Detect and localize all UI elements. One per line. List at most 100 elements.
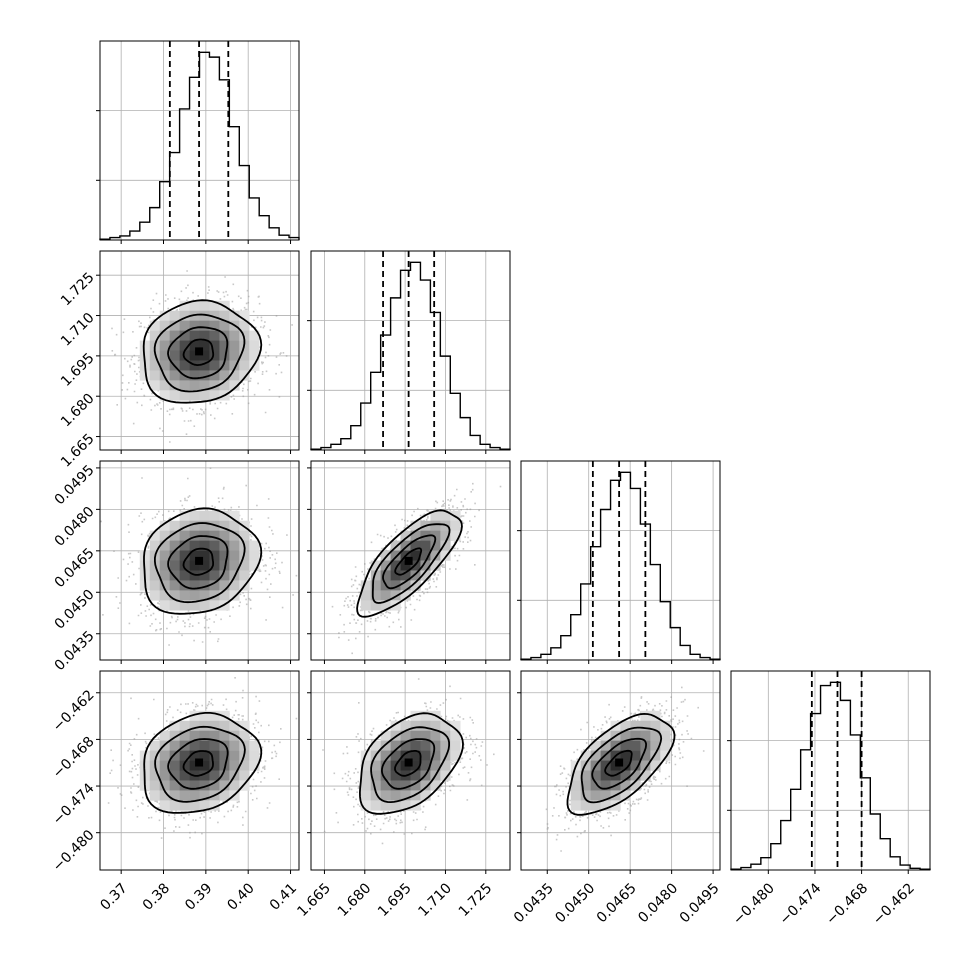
density-cell [159,560,170,571]
density-cell [380,560,391,571]
density-cell [209,360,220,371]
density-cell [219,570,230,581]
density-cell [229,720,240,731]
density-cell [400,800,411,811]
density-cell [650,720,661,731]
density-cell [380,550,391,561]
density-cell [219,580,230,591]
contour-level [182,750,214,777]
density-cell [380,760,391,771]
density-cell [209,340,220,351]
density-cell [219,730,230,741]
density-cell [189,740,200,751]
density-cell [179,750,190,761]
density-cell [189,750,200,761]
density-cell [410,730,421,741]
density-cell [169,780,180,791]
contour-level [604,749,633,777]
density-cell [209,710,220,722]
density-cell [410,580,421,591]
density-cell [229,350,240,361]
x-tick-label: −0.480 [730,880,778,928]
contour-level [371,523,451,604]
density-cell [650,730,661,741]
density-cell [219,370,230,381]
density-cell [179,560,190,571]
density-cell [219,350,230,361]
density-cell [440,770,451,781]
density-cell [239,360,250,371]
density-cell [199,730,210,741]
density-cell [229,540,240,551]
density-cell [430,520,441,531]
density-cell [149,320,160,331]
density-cell [229,380,240,391]
density-cell [380,590,391,601]
density-cell [199,580,210,591]
density-cell [370,780,381,791]
density-cell [199,780,210,791]
density-cell [229,330,240,341]
density-cell [179,360,190,371]
x-tick-label: −0.462 [870,880,918,928]
x-tick-label: 1.710 [415,880,455,920]
density-cell [229,550,240,561]
density-cell [400,790,411,801]
density-cell [189,510,200,521]
density-cell [410,530,421,541]
density-cell [430,560,441,571]
density-cell [239,720,250,731]
x-tick-label: 0.37 [97,880,130,913]
density-cell [189,580,200,591]
density-cell [600,760,611,771]
density-cell [189,570,200,581]
density-cell [189,760,200,771]
density-cell [229,750,240,761]
density-cell [189,380,200,391]
density-cell [159,530,170,541]
density-cell [189,520,200,531]
density-cell [400,750,411,761]
density-cell [179,530,190,541]
density-cell [159,520,170,531]
density-cell [239,350,250,361]
density-cell [390,560,401,571]
density-cell [249,740,260,751]
density-cell [199,740,210,751]
density-cell [199,510,210,521]
density-cell [630,750,641,761]
density-cell [590,790,601,801]
density-cell [380,730,391,741]
density-cell [640,760,651,771]
density-cell [219,340,230,351]
density-cell [169,730,180,741]
density-cell [209,320,220,331]
density-cell [179,520,190,531]
density-cell [189,600,200,611]
density-cell [410,740,421,751]
density-cell [590,750,601,761]
density-cell [189,560,200,571]
density-cell [199,550,210,561]
density-cell [580,760,591,771]
density-cell [169,370,180,381]
density-cell [179,390,190,401]
density-cell [249,760,260,771]
y-tick-label: 1.680 [58,391,98,431]
density-cell [450,520,461,531]
density-cell [159,570,170,581]
hist-panel-1 [307,250,511,454]
contour-level [394,750,422,777]
density-cell [179,590,190,601]
density-cell [199,310,210,321]
density-cell [219,530,230,541]
density-cell [600,790,611,801]
density-cell [199,350,210,361]
density-cell [570,780,581,791]
y-tick-label: −0.480 [50,827,98,875]
density-cell [430,730,441,741]
density-cell [209,570,220,581]
density-cell [209,310,220,321]
density-cell [440,760,451,771]
contour-level [154,725,246,803]
